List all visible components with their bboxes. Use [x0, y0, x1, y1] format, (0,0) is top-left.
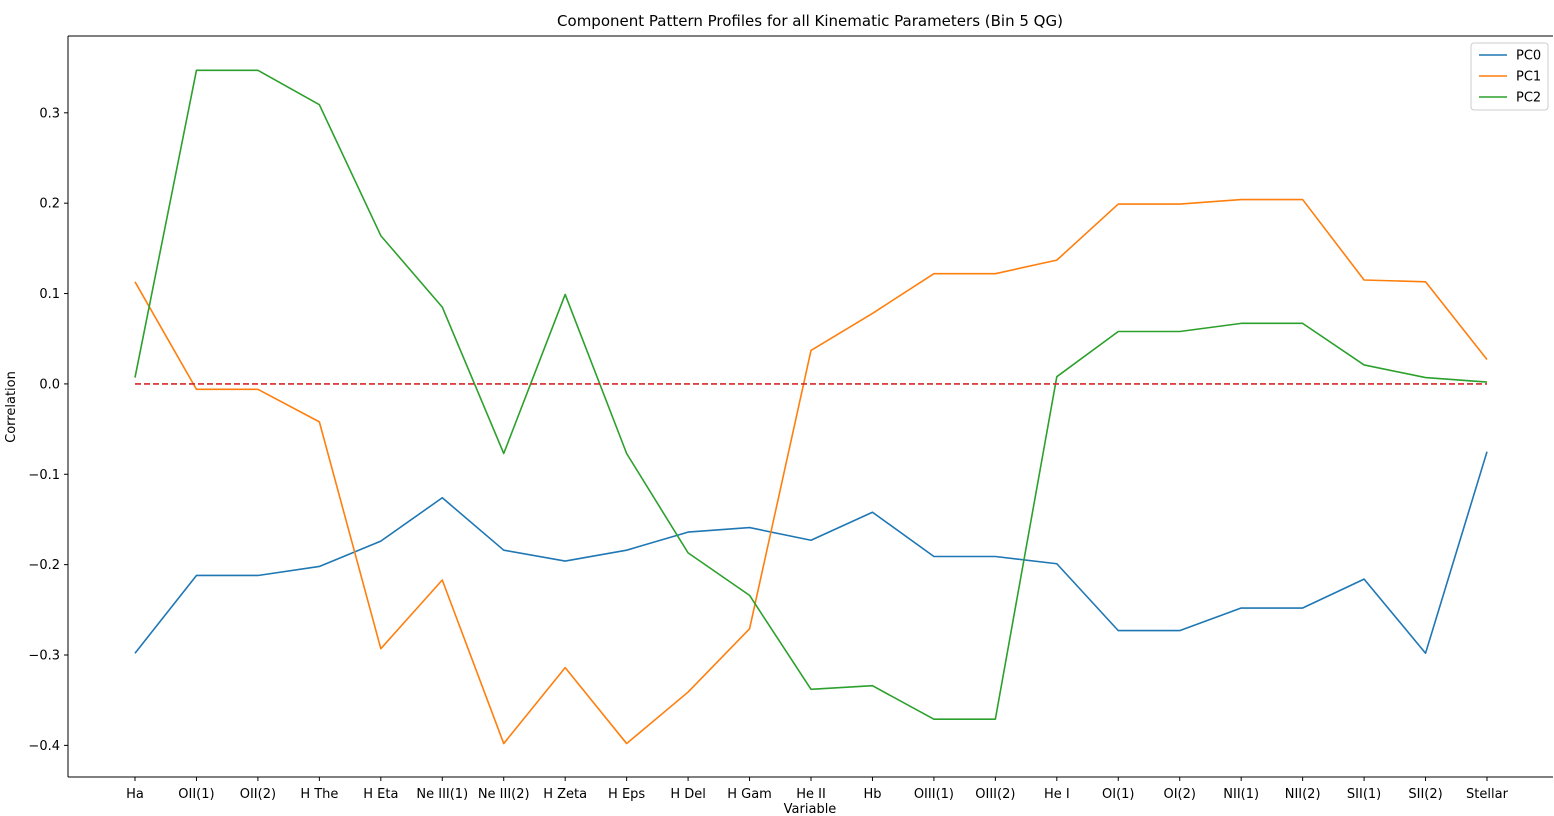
x-tick-label: OIII(1) — [914, 787, 954, 802]
x-tick-label: OII(1) — [178, 787, 214, 802]
x-tick-label: H Zeta — [543, 787, 587, 802]
y-tick-label: 0.3 — [39, 106, 60, 121]
x-tick-label: SII(1) — [1347, 787, 1381, 802]
y-tick-label: 0.0 — [39, 377, 60, 392]
x-tick-label: NII(1) — [1223, 787, 1259, 802]
y-axis-label: Correlation — [4, 371, 19, 443]
y-tick-label: −0.1 — [28, 468, 60, 483]
x-tick-label: OI(2) — [1163, 787, 1195, 802]
series-line-pc0 — [134, 451, 1488, 655]
chart-title: Component Pattern Profiles for all Kinem… — [557, 12, 1063, 30]
x-tick-label: Stellar — [1466, 787, 1509, 802]
legend-label-pc0: PC0 — [1516, 49, 1541, 64]
legend-box — [1470, 42, 1549, 111]
x-tick-label: H Del — [670, 787, 706, 802]
series-line-pc1 — [134, 198, 1488, 745]
y-tick-label: 0.1 — [39, 287, 60, 302]
x-axis: Ha OII(1) OII(2) H The H Eta Ne III(1) Ne III(… — [126, 777, 1509, 802]
y-tick-label: −0.3 — [28, 649, 60, 664]
y-axis: −0.4 −0.3 −0.2 −0.1 0.0 0.1 0.2 0.3 — [28, 106, 68, 754]
x-tick-label: H The — [300, 787, 338, 802]
x-tick-label: Ne III(1) — [416, 787, 468, 802]
x-tick-label: SII(2) — [1408, 787, 1442, 802]
x-tick-label: He I — [1044, 787, 1070, 802]
x-tick-label: He II — [796, 787, 826, 802]
plot-area — [67, 35, 1553, 778]
x-tick-label: OII(2) — [240, 787, 276, 802]
legend: PC0 PC1 PC2 — [1470, 42, 1549, 111]
y-tick-label: −0.2 — [28, 558, 60, 573]
x-tick-label: OIII(2) — [975, 787, 1015, 802]
legend-label-pc1: PC1 — [1516, 70, 1541, 85]
x-tick-label: Ne III(2) — [478, 787, 530, 802]
y-tick-label: −0.4 — [28, 739, 60, 754]
x-tick-label: H Eta — [363, 787, 398, 802]
x-tick-label: H Gam — [727, 787, 772, 802]
x-tick-label: OI(1) — [1102, 787, 1134, 802]
series-line-pc2 — [134, 69, 1488, 720]
x-tick-label: NII(2) — [1285, 787, 1321, 802]
x-tick-label: Hb — [863, 787, 881, 802]
y-tick-label: 0.2 — [39, 197, 60, 212]
x-axis-label: Variable — [784, 802, 837, 816]
x-tick-label: H Eps — [608, 787, 645, 802]
legend-label-pc2: PC2 — [1516, 91, 1541, 106]
x-tick-label: Ha — [126, 787, 144, 802]
